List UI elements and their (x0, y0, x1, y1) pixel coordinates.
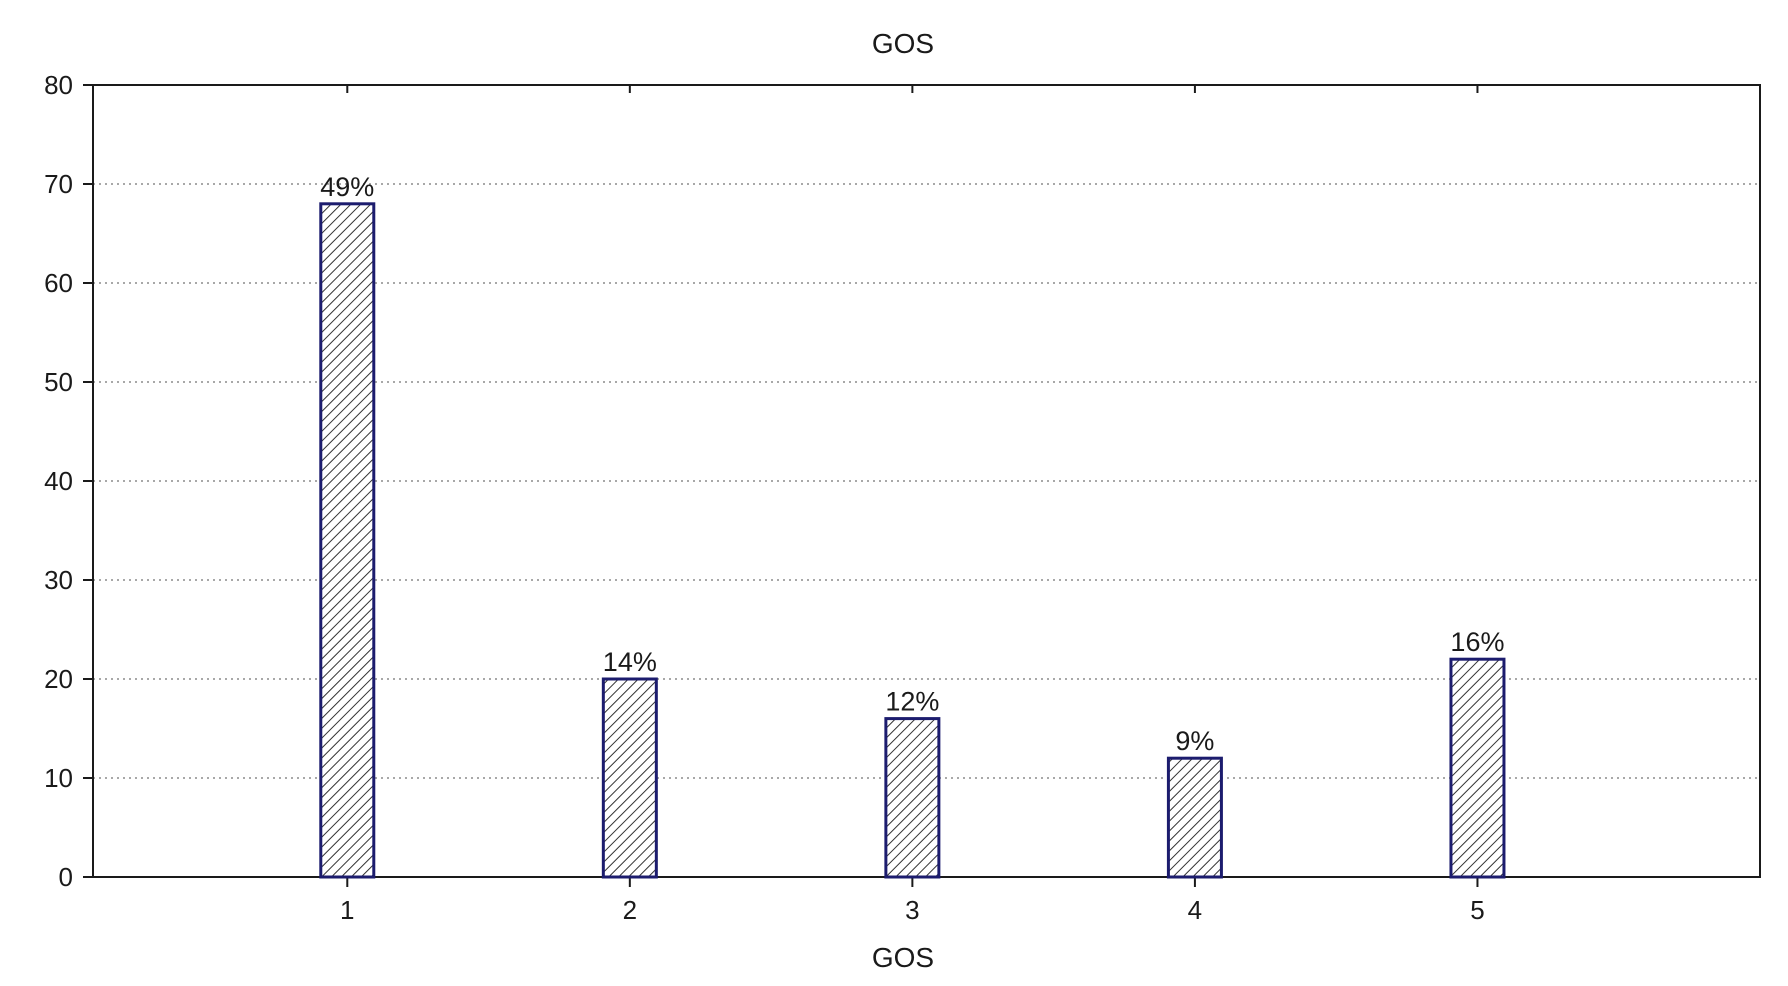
x-axis: 1 2 3 4 5 (340, 85, 1485, 925)
bar (319, 202, 376, 879)
bar (884, 717, 941, 879)
y-tick-label: 30 (44, 565, 73, 595)
x-axis-label: GOS (872, 942, 934, 973)
bars (319, 202, 1506, 879)
x-tick-label: 5 (1470, 895, 1484, 925)
x-tick-label: 1 (340, 895, 354, 925)
y-tick-label: 60 (44, 268, 73, 298)
x-tick-label: 4 (1188, 895, 1202, 925)
y-tick-label: 10 (44, 763, 73, 793)
chart-title: GOS (872, 28, 934, 59)
bar (601, 677, 658, 879)
bar-data-label: 12% (885, 687, 939, 717)
x-tick-label: 3 (905, 895, 919, 925)
bar (1166, 756, 1223, 879)
y-tick-label: 40 (44, 466, 73, 496)
y-axis: 0 10 20 30 40 50 60 70 80 (44, 70, 93, 892)
bar-data-label: 14% (603, 647, 657, 677)
bar-data-label: 9% (1175, 726, 1214, 756)
y-tick-label: 50 (44, 367, 73, 397)
y-tick-label: 20 (44, 664, 73, 694)
bar-data-label: 49% (320, 172, 374, 202)
y-tick-label: 80 (44, 70, 73, 100)
x-tick-label: 2 (623, 895, 637, 925)
y-tick-label: 0 (59, 862, 73, 892)
y-tick-label: 70 (44, 169, 73, 199)
data-labels: 49% 14% 12% 9% 16% (320, 172, 1504, 756)
bar (1449, 657, 1506, 879)
bar-data-label: 16% (1450, 627, 1504, 657)
